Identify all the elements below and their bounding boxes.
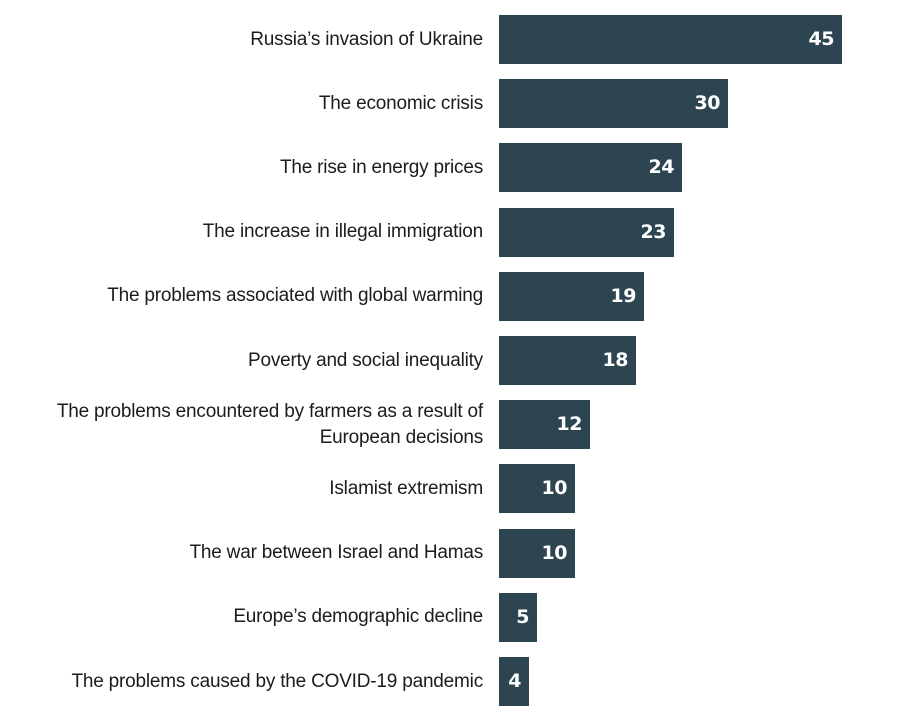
- category-label-text: Poverty and social inequality: [248, 348, 483, 374]
- category-label-line: The problems associated with global warm…: [107, 285, 483, 307]
- bar-value-label: 45: [808, 28, 835, 50]
- category-label-line: The rise in energy prices: [279, 156, 483, 178]
- category-label-text: The economic crisis: [319, 91, 483, 117]
- bar-value-label: 23: [640, 220, 667, 243]
- category-label-text: Russia’s invasion of Ukraine: [250, 27, 483, 53]
- category-label-text: The problems associated with global warm…: [107, 283, 483, 309]
- bar: 30: [499, 79, 728, 129]
- category-label-line: Poverty and social inequality: [247, 349, 483, 371]
- bar: 23: [499, 207, 674, 257]
- bar-value-label: 30: [694, 92, 721, 115]
- category-label: The war between Israel and Hamas: [13, 529, 483, 578]
- category-label: The problems associated with global warm…: [13, 272, 483, 321]
- category-label: The economic crisis: [13, 79, 483, 128]
- category-label-text: The increase in illegal immigration: [203, 219, 483, 245]
- bar: 4: [499, 657, 529, 706]
- category-label: The increase in illegal immigration: [13, 208, 483, 257]
- bar: 19: [499, 271, 644, 321]
- bar: 12: [499, 400, 590, 450]
- category-label-line: The war between Israel and Hamas: [189, 542, 483, 564]
- category-label: The problems encountered by farmers as a…: [13, 400, 483, 449]
- category-label: The problems caused by the COVID-19 pand…: [13, 657, 483, 706]
- category-label: Europe’s demographic decline: [13, 593, 483, 642]
- bar: 10: [499, 464, 575, 514]
- category-label: The rise in energy prices: [13, 143, 483, 192]
- category-label-line: Europe’s demographic decline: [233, 606, 483, 628]
- bar-value-label: 12: [556, 413, 583, 436]
- category-label-text: The rise in energy prices: [280, 155, 483, 181]
- category-label: Russia’s invasion of Ukraine: [13, 15, 483, 64]
- bar: 18: [499, 336, 636, 385]
- category-label-text: Islamist extremism: [329, 476, 483, 502]
- category-label-line: The problems caused by the COVID-19 pand…: [71, 670, 483, 692]
- category-label-text: The problems caused by the COVID-19 pand…: [71, 669, 483, 695]
- bar: 45: [499, 15, 842, 64]
- bar-value-label: 5: [516, 605, 529, 628]
- category-label: Poverty and social inequality: [13, 336, 483, 385]
- bar: 10: [499, 528, 575, 578]
- category-label-line: The economic crisis: [318, 92, 483, 114]
- bar-value-label: 10: [541, 541, 568, 564]
- category-label-text: The war between Israel and Hamas: [189, 540, 483, 566]
- bar-value-label: 19: [610, 284, 637, 307]
- bar-value-label: 18: [602, 349, 629, 371]
- bar-value-label: 10: [541, 477, 568, 500]
- bar: 5: [499, 592, 537, 642]
- category-label-line: The problems encountered by farmers as a…: [56, 400, 483, 422]
- category-label-line: Islamist extremism: [329, 477, 483, 499]
- bar-value-label: 4: [508, 670, 521, 692]
- category-label: Islamist extremism: [13, 464, 483, 513]
- category-label-text: The problems encountered by farmers as a…: [57, 399, 483, 451]
- bar-value-label: 24: [648, 156, 675, 179]
- category-label-line: Russia’s invasion of Ukraine: [250, 28, 483, 50]
- category-label-text: Europe’s demographic decline: [233, 604, 483, 630]
- category-label-line: The increase in illegal immigration: [202, 221, 483, 243]
- category-label-line: European decisions: [319, 426, 483, 448]
- bar: 24: [499, 143, 682, 193]
